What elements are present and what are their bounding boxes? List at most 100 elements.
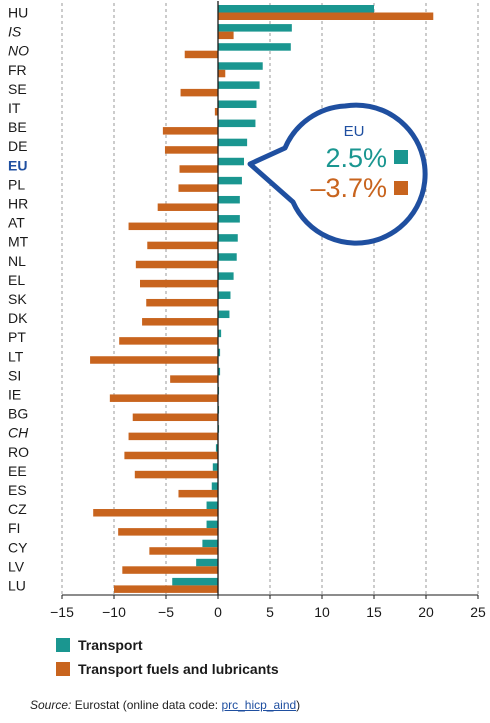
source-prefix: Source: — [30, 698, 72, 712]
bar-transport-cz — [206, 501, 218, 510]
tick-label: 25 — [470, 604, 486, 620]
category-label-pl: PL — [8, 176, 25, 192]
category-labels: HU IS NO FR SE IT BE DE EU PL HR AT MT NL EL SK DK PT LT SI… — [8, 5, 29, 594]
category-label-be: BE — [8, 119, 27, 135]
bar-fuels-lv — [122, 566, 218, 574]
bar-transport-lt — [218, 348, 221, 357]
source-note: Source: Eurostat (online data code: prc_… — [30, 698, 300, 712]
bar-transport-se — [218, 81, 260, 89]
bar-transport-cy — [202, 539, 218, 548]
legend-label-transport: Transport — [78, 637, 143, 653]
bar-transport-be — [218, 119, 256, 128]
bar-chart: HU IS NO FR SE IT BE DE EU PL HR AT MT NL EL SK DK PT LT SI… — [8, 1, 486, 620]
category-label-pt: PT — [8, 329, 26, 345]
bar-transport-mt — [218, 234, 238, 242]
category-label-dk: DK — [8, 310, 28, 326]
category-label-el: EL — [8, 272, 25, 288]
category-label-it: IT — [8, 100, 21, 116]
eu-callout: EU 2.5% –3.7% — [247, 102, 428, 246]
bar-transport-ee — [212, 463, 218, 471]
bar-transport-es — [211, 482, 218, 490]
callout-transport-swatch — [394, 150, 408, 164]
bar-fuels-at — [128, 222, 218, 231]
tick-label: −10 — [102, 604, 126, 620]
category-label-ro: RO — [8, 444, 29, 460]
bar-fuels-nl — [135, 260, 218, 269]
bar-fuels-hr — [157, 203, 218, 211]
bar-fuels-cz — [93, 509, 218, 517]
category-label-nl: NL — [8, 253, 26, 269]
category-label-se: SE — [8, 81, 27, 97]
category-label-eu: EU — [8, 157, 27, 173]
tick-label: 15 — [366, 604, 382, 620]
bar-transport-lv — [196, 558, 218, 567]
bar-transport-lu — [172, 577, 218, 586]
bar-fuels-ch — [128, 432, 218, 441]
legend-swatch-fuels — [56, 662, 70, 676]
bar-transport-hr — [218, 195, 240, 204]
source-data-code-link[interactable]: prc_hicp_aind — [221, 698, 297, 712]
category-label-cz: CZ — [8, 501, 27, 517]
category-label-at: AT — [8, 215, 25, 231]
callout-bubble — [247, 102, 428, 246]
category-label-lt: LT — [8, 348, 24, 364]
tick-label: 0 — [214, 604, 222, 620]
bar-fuels-mt — [147, 241, 218, 250]
bar-fuels-it — [214, 107, 218, 116]
bar-transport-el — [218, 272, 234, 280]
category-label-si: SI — [8, 367, 21, 383]
bar-fuels-de — [164, 146, 218, 154]
bar-fuels-bg — [132, 413, 218, 422]
bar-fuels-sk — [146, 298, 218, 307]
source-suffix: ) — [296, 698, 301, 712]
legend-item-transport: Transport — [56, 637, 143, 653]
bar-transport-nl — [218, 253, 237, 261]
category-label-cy: CY — [8, 539, 28, 555]
category-label-fr: FR — [8, 62, 27, 78]
bar-fuels-lu — [114, 585, 218, 593]
callout-label: EU — [344, 123, 365, 140]
category-label-bg: BG — [8, 406, 28, 422]
bar-fuels-el — [140, 279, 218, 288]
bar-transport-is — [218, 24, 292, 32]
bar-fuels-eu — [179, 165, 218, 173]
bar-transport-eu — [218, 157, 244, 166]
grid-lines — [61, 3, 479, 595]
category-label-es: ES — [8, 482, 27, 498]
tick-label: 20 — [418, 604, 434, 620]
category-label-lv: LV — [8, 558, 25, 574]
category-label-hr: HR — [8, 196, 28, 212]
bar-fuels-pl — [178, 184, 218, 192]
legend-item-fuels: Transport fuels and lubricants — [56, 661, 279, 677]
category-label-is: IS — [8, 24, 22, 40]
tick-label: 5 — [266, 604, 274, 620]
bar-transport-hu — [218, 5, 374, 13]
bar-fuels-no — [184, 50, 218, 59]
category-label-hu: HU — [8, 5, 28, 21]
category-label-de: DE — [8, 138, 27, 154]
bar-fuels-ie — [109, 394, 218, 402]
bar-transport-sk — [218, 291, 231, 299]
source-text: Eurostat (online data code: — [71, 698, 222, 712]
bar-fuels-lt — [90, 356, 218, 364]
bar-fuels-hu — [218, 12, 434, 20]
bar-fuels-ee — [134, 470, 218, 479]
bar-transport-fi — [206, 520, 218, 529]
bar-fuels-dk — [142, 318, 218, 326]
legend-label-fuels: Transport fuels and lubricants — [78, 661, 279, 677]
x-axis-ticks: −15 −10 −5 0 5 10 15 20 25 — [50, 594, 486, 620]
bar-fuels-fi — [118, 528, 218, 536]
bar-transport-pl — [218, 176, 242, 185]
bar-transport-no — [218, 43, 291, 51]
bar-transport-de — [218, 138, 248, 147]
bar-transport-fr — [218, 62, 263, 70]
bar-fuels-ro — [124, 451, 218, 460]
category-label-lu: LU — [8, 577, 26, 593]
category-label-ie: IE — [8, 386, 21, 402]
tick-label: 10 — [314, 604, 330, 620]
callout-fuels-swatch — [394, 181, 408, 195]
category-label-ch: CH — [8, 425, 29, 441]
bar-fuels-is — [218, 31, 234, 40]
bar-fuels-se — [180, 88, 218, 97]
bar-fuels-be — [162, 127, 218, 135]
